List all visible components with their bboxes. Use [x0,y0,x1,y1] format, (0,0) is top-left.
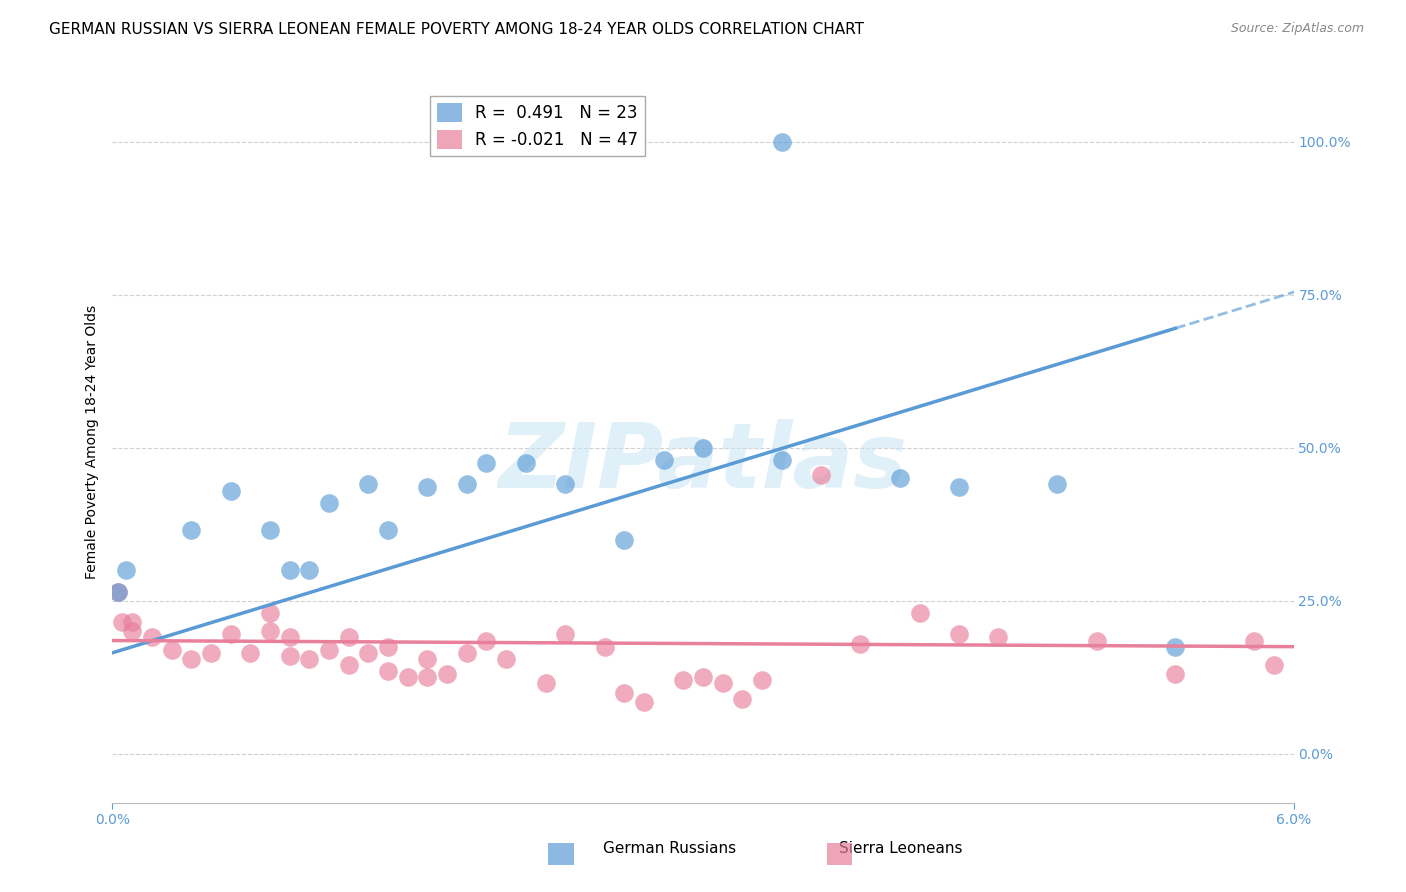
Point [849,637,872,651]
Point [298,563,321,577]
Point [318,496,340,510]
Point [613,533,636,547]
Point [751,673,773,688]
Point [672,673,695,688]
Point [436,667,458,681]
Point [357,646,380,660]
Point [377,640,399,654]
Point [377,664,399,678]
Text: ZIPatlas: ZIPatlas [499,419,907,508]
Point [259,524,281,538]
Point [1164,667,1187,681]
Point [180,652,202,666]
Point [107,584,129,599]
Point [515,456,537,470]
Point [377,524,399,538]
Point [259,606,281,620]
Point [278,648,301,663]
Point [633,695,655,709]
Point [554,477,576,491]
Point [692,441,714,455]
Point [337,658,360,673]
Point [613,685,636,699]
Point [200,646,222,660]
Point [593,640,616,654]
Point [495,652,517,666]
Point [711,676,734,690]
Text: German Russians: German Russians [603,841,735,856]
Point [121,624,143,639]
Point [259,624,281,639]
Point [298,652,321,666]
Point [1263,658,1285,673]
Point [1243,633,1265,648]
Point [219,483,242,498]
Point [278,631,301,645]
Point [278,563,301,577]
Point [107,584,129,599]
Point [534,676,557,690]
Point [115,563,138,577]
Point [416,480,439,494]
Point [554,627,576,641]
Point [889,471,911,485]
Point [1085,633,1108,648]
Point [987,631,1010,645]
Point [770,135,793,149]
Point [396,670,419,684]
Point [652,453,675,467]
Point [121,615,143,630]
Point [180,524,202,538]
Point [239,646,262,660]
Point [337,631,360,645]
Point [160,642,183,657]
Point [475,633,498,648]
Y-axis label: Female Poverty Among 18-24 Year Olds: Female Poverty Among 18-24 Year Olds [84,304,98,579]
Point [948,480,970,494]
Point [475,456,498,470]
Point [456,477,478,491]
Point [1046,477,1069,491]
Point [357,477,380,491]
Point [141,631,163,645]
Point [810,468,832,483]
Point [948,627,970,641]
Text: Sierra Leoneans: Sierra Leoneans [839,841,962,856]
Point [770,453,793,467]
Point [318,642,340,657]
Legend: R =  0.491   N = 23, R = -0.021   N = 47: R = 0.491 N = 23, R = -0.021 N = 47 [430,95,645,156]
Point [219,627,242,641]
Point [731,691,754,706]
Point [416,670,439,684]
Point [416,652,439,666]
Point [908,606,931,620]
Point [456,646,478,660]
Text: GERMAN RUSSIAN VS SIERRA LEONEAN FEMALE POVERTY AMONG 18-24 YEAR OLDS CORRELATIO: GERMAN RUSSIAN VS SIERRA LEONEAN FEMALE … [49,22,865,37]
Text: Source: ZipAtlas.com: Source: ZipAtlas.com [1230,22,1364,36]
Point [692,670,714,684]
Point [1164,640,1187,654]
Point [111,615,134,630]
